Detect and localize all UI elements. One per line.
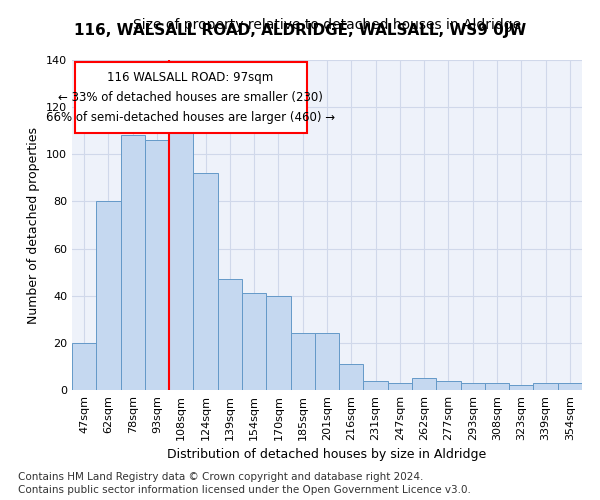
Bar	[72, 343, 96, 390]
Bar	[558, 383, 582, 390]
Text: Contains public sector information licensed under the Open Government Licence v3: Contains public sector information licen…	[18, 485, 471, 495]
FancyBboxPatch shape	[74, 62, 307, 132]
Bar	[169, 122, 193, 390]
Bar	[242, 294, 266, 390]
Bar	[461, 383, 485, 390]
Bar	[509, 386, 533, 390]
Bar	[485, 383, 509, 390]
Bar	[266, 296, 290, 390]
Bar	[121, 136, 145, 390]
Bar	[436, 380, 461, 390]
X-axis label: Distribution of detached houses by size in Aldridge: Distribution of detached houses by size …	[167, 448, 487, 462]
Bar	[533, 383, 558, 390]
Bar	[193, 173, 218, 390]
Bar	[388, 383, 412, 390]
Bar	[218, 279, 242, 390]
Text: Contains HM Land Registry data © Crown copyright and database right 2024.: Contains HM Land Registry data © Crown c…	[18, 472, 424, 482]
Text: 116, WALSALL ROAD, ALDRIDGE, WALSALL, WS9 0JW: 116, WALSALL ROAD, ALDRIDGE, WALSALL, WS…	[74, 22, 526, 38]
Text: 116 WALSALL ROAD: 97sqm
← 33% of detached houses are smaller (230)
66% of semi-d: 116 WALSALL ROAD: 97sqm ← 33% of detache…	[46, 70, 335, 124]
Bar	[96, 202, 121, 390]
Bar	[412, 378, 436, 390]
Title: Size of property relative to detached houses in Aldridge: Size of property relative to detached ho…	[133, 18, 521, 32]
Bar	[145, 140, 169, 390]
Y-axis label: Number of detached properties: Number of detached properties	[28, 126, 40, 324]
Bar	[339, 364, 364, 390]
Bar	[290, 334, 315, 390]
Bar	[364, 380, 388, 390]
Bar	[315, 334, 339, 390]
